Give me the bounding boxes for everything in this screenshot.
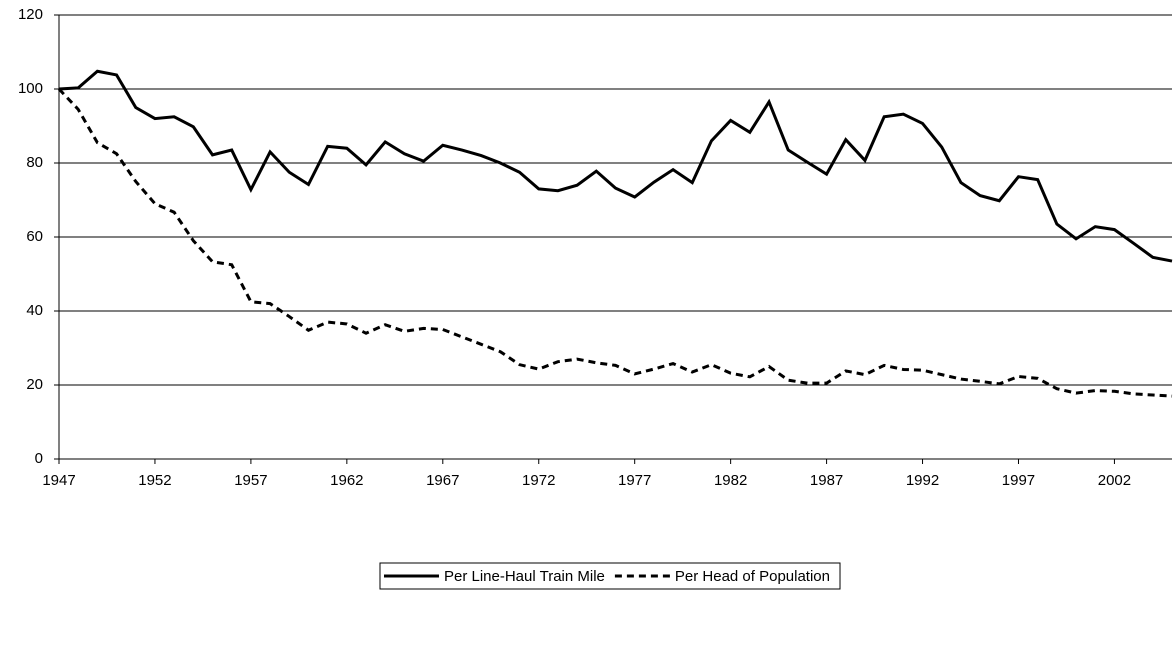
x-tick-label: 1987 (810, 472, 843, 489)
series-line (58, 69, 1173, 263)
x-tick-label: 1947 (42, 472, 75, 489)
x-tick-label: 1972 (522, 472, 555, 489)
x-tick-label: 1967 (426, 472, 459, 489)
x-tick-label: 2002 (1098, 472, 1131, 489)
x-tick-label: 1977 (618, 472, 651, 489)
y-tick-label: 0 (35, 450, 43, 467)
y-tick-label: 120 (18, 6, 43, 23)
legend-label: Per Head of Population (675, 568, 830, 585)
y-tick-label: 100 (18, 80, 43, 97)
y-tick-label: 40 (26, 302, 43, 319)
series-line (57, 87, 1173, 398)
x-tick-label: 1997 (1002, 472, 1035, 489)
x-tick-label: 1962 (330, 472, 363, 489)
y-tick-label: 60 (26, 228, 43, 245)
legend-label: Per Line-Haul Train Mile (444, 568, 605, 585)
x-tick-label: 1982 (714, 472, 747, 489)
x-tick-label: 1957 (234, 472, 267, 489)
x-tick-label: 1952 (138, 472, 171, 489)
y-tick-label: 80 (26, 154, 43, 171)
legend-box (379, 562, 841, 590)
x-tick-label: 1992 (906, 472, 939, 489)
y-tick-label: 20 (26, 376, 43, 393)
